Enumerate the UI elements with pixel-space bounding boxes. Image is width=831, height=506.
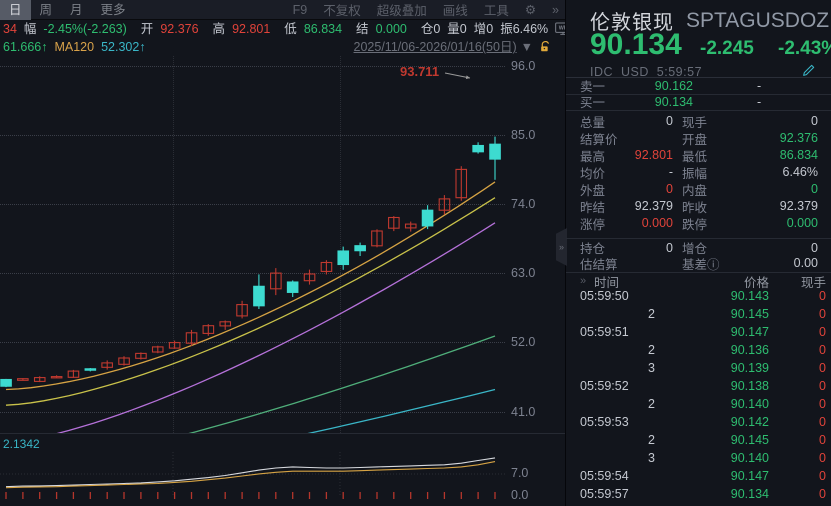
- svg-text:93.711: 93.711: [400, 64, 439, 79]
